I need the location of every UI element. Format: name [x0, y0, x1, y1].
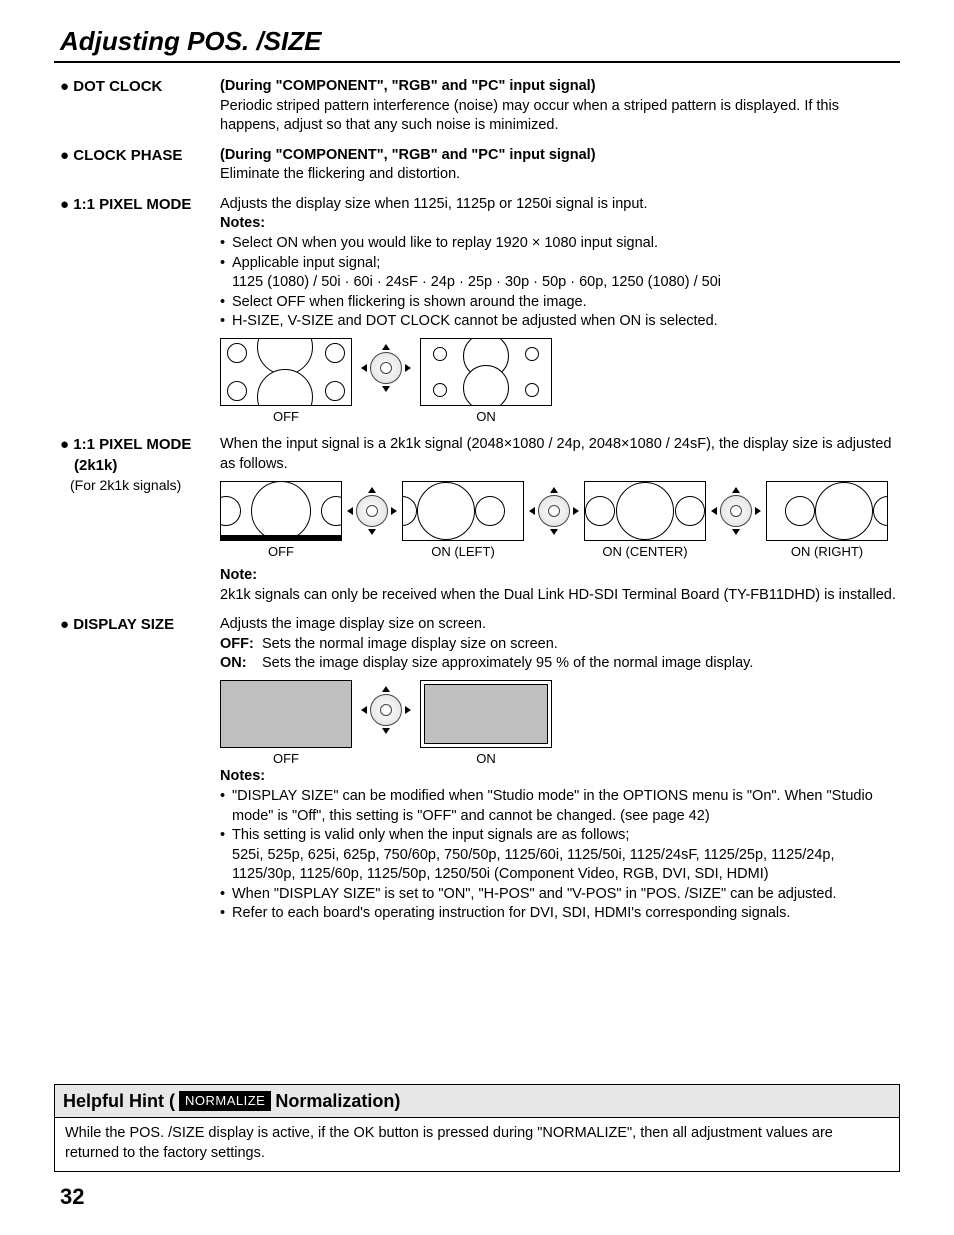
section-display-size: ● DISPLAY SIZE Adjusts the image display…	[54, 615, 900, 924]
ds-on-cap: ON	[420, 750, 552, 768]
ds-note-0: "DISPLAY SIZE" can be modified when "Stu…	[232, 787, 900, 826]
page-number: 32	[54, 1182, 900, 1212]
pixel-2k1k-body: When the input signal is a 2k1k signal (…	[220, 436, 891, 472]
pixel-mode-label: 1:1 PIXEL MODE	[73, 196, 191, 213]
pixel-2k1k-label: 1:1 PIXEL MODE	[73, 436, 191, 453]
clock-phase-body: Eliminate the flickering and distortion.	[220, 166, 460, 182]
pixel-note-3: Select OFF when flickering is shown arou…	[232, 293, 587, 313]
section-pixel-mode: ● 1:1 PIXEL MODE Adjusts the display siz…	[54, 195, 900, 425]
normalize-badge: NORMALIZE	[179, 1091, 271, 1111]
pixel-2k1k-for: (For 2k1k signals)	[60, 477, 181, 493]
pixel-off-diagram: OFF	[220, 338, 352, 426]
d2k1k-right: ON (RIGHT)	[766, 481, 888, 561]
display-size-heading: ● DISPLAY SIZE	[54, 615, 220, 924]
cap-2k1k-3: ON (RIGHT)	[766, 543, 888, 561]
clock-phase-subhead: (During "COMPONENT", "RGB" and "PC" inpu…	[220, 147, 596, 163]
ds-off-cap: OFF	[220, 750, 352, 768]
pixel-mode-notes-label: Notes:	[220, 215, 265, 231]
pixel-mode-2k1k-heading: ● 1:1 PIXEL MODE (2k1k) (For 2k1k signal…	[54, 435, 220, 605]
ds-off-v: Sets the normal image display size on sc…	[262, 635, 558, 655]
pixel-on-caption: ON	[420, 408, 552, 426]
hint-prefix: Helpful Hint (	[63, 1089, 175, 1113]
hint-body: While the POS. /SIZE display is active, …	[55, 1118, 899, 1171]
hint-suffix: Normalization)	[275, 1089, 400, 1113]
pixel-off-caption: OFF	[220, 408, 352, 426]
pixel-note-4: H-SIZE, V-SIZE and DOT CLOCK cannot be a…	[232, 312, 718, 332]
ds-on-k: ON:	[220, 654, 262, 674]
joystick-icon	[538, 495, 570, 527]
joystick-icon	[356, 495, 388, 527]
cap-2k1k-0: OFF	[220, 543, 342, 561]
ds-off-diagram: OFF	[220, 680, 352, 768]
clock-phase-heading: ● CLOCK PHASE	[54, 146, 220, 185]
page-title: Adjusting POS. /SIZE	[54, 24, 900, 63]
pixel-note-0: Select ON when you would like to replay …	[232, 234, 658, 254]
pixel-note-2: 1125 (1080) / 50i · 60i · 24sF · 24p · 2…	[232, 273, 721, 293]
display-size-body: Adjusts the image display size on screen…	[220, 616, 486, 632]
ds-note-1: This setting is valid only when the inpu…	[232, 826, 629, 846]
pixel-note-1: Applicable input signal;	[232, 254, 380, 274]
joystick-icon	[370, 352, 402, 384]
clock-phase-label: CLOCK PHASE	[73, 147, 182, 164]
ds-note-4: Refer to each board's operating instruct…	[232, 904, 790, 924]
section-pixel-mode-2k1k: ● 1:1 PIXEL MODE (2k1k) (For 2k1k signal…	[54, 435, 900, 605]
pixel-mode-heading: ● 1:1 PIXEL MODE	[54, 195, 220, 425]
joystick-icon	[720, 495, 752, 527]
section-dot-clock: ● DOT CLOCK (During "COMPONENT", "RGB" a…	[54, 77, 900, 136]
ds-on-diagram: ON	[420, 680, 552, 768]
dot-clock-heading: ● DOT CLOCK	[54, 77, 220, 136]
pixel-2k1k-note-body: 2k1k signals can only be received when t…	[220, 587, 896, 603]
ds-on-v: Sets the image display size approximatel…	[262, 654, 753, 674]
pixel-2k1k-note-label: Note:	[220, 567, 257, 583]
cap-2k1k-2: ON (CENTER)	[584, 543, 706, 561]
ds-off-k: OFF:	[220, 635, 262, 655]
ds-note-3: When "DISPLAY SIZE" is set to "ON", "H-P…	[232, 885, 837, 905]
dot-clock-label: DOT CLOCK	[73, 78, 162, 95]
section-clock-phase: ● CLOCK PHASE (During "COMPONENT", "RGB"…	[54, 146, 900, 185]
pixel-on-diagram: ON	[420, 338, 552, 426]
d2k1k-left: ON (LEFT)	[402, 481, 524, 561]
display-size-label: DISPLAY SIZE	[73, 616, 174, 633]
d2k1k-off: OFF	[220, 481, 342, 561]
helpful-hint: Helpful Hint ( NORMALIZE Normalization) …	[54, 1084, 900, 1172]
pixel-2k1k-sublabel: (2k1k)	[60, 457, 117, 474]
cap-2k1k-1: ON (LEFT)	[402, 543, 524, 561]
d2k1k-center: ON (CENTER)	[584, 481, 706, 561]
dot-clock-subhead: (During "COMPONENT", "RGB" and "PC" inpu…	[220, 78, 596, 94]
pixel-mode-body: Adjusts the display size when 1125i, 112…	[220, 196, 647, 212]
dot-clock-body: Periodic striped pattern interference (n…	[220, 98, 839, 134]
ds-note-2: 525i, 525p, 625i, 625p, 750/60p, 750/50p…	[232, 846, 900, 885]
joystick-icon	[370, 694, 402, 726]
ds-notes-label: Notes:	[220, 768, 265, 784]
